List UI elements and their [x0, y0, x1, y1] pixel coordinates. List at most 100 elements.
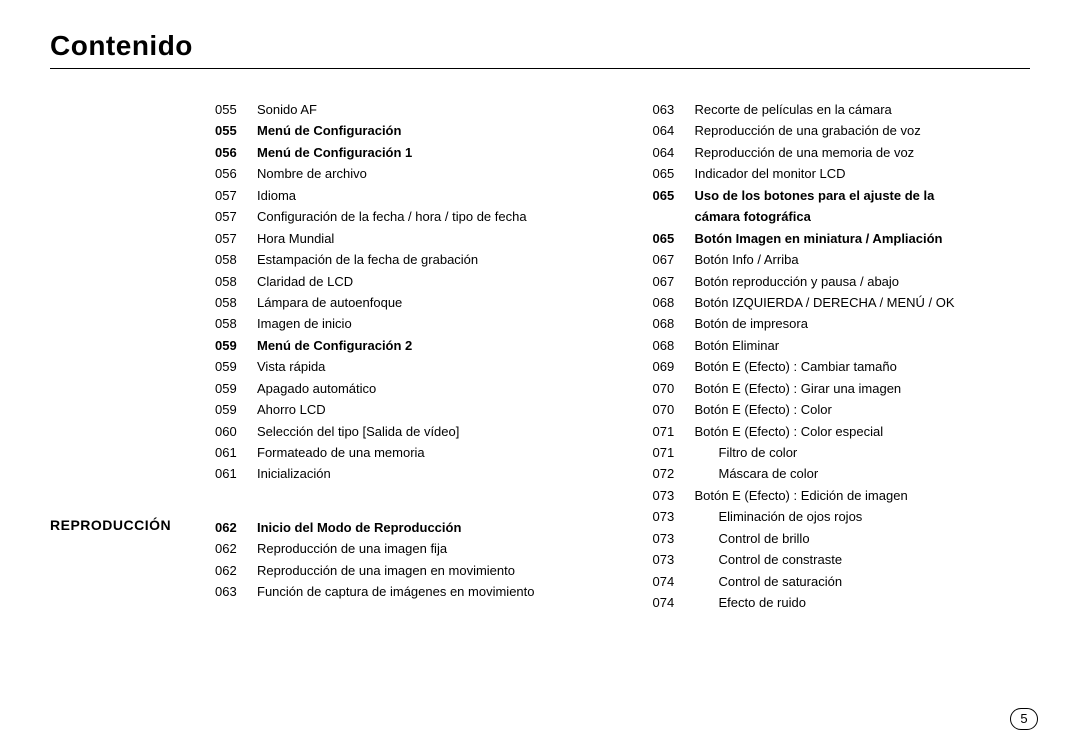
- toc-label: Sonido AF: [257, 99, 317, 120]
- toc-label: Nombre de archivo: [257, 163, 367, 184]
- toc-page: 073: [653, 528, 695, 549]
- toc-label: Control de brillo: [695, 528, 810, 549]
- toc-page: 064: [653, 142, 695, 163]
- toc-label: Apagado automático: [257, 378, 376, 399]
- toc-entry: 067Botón reproducción y pausa / abajo: [653, 271, 1031, 292]
- toc-page: 059: [215, 356, 257, 377]
- toc-label: Botón reproducción y pausa / abajo: [695, 271, 900, 292]
- toc-entry: 055Sonido AF: [215, 99, 593, 120]
- toc-entry: 057Hora Mundial: [215, 228, 593, 249]
- toc-label: Eliminación de ojos rojos: [695, 506, 863, 527]
- toc-page: 065: [653, 163, 695, 184]
- toc-page: 062: [215, 538, 257, 559]
- toc-label: Filtro de color: [695, 442, 798, 463]
- toc-entry: 065Indicador del monitor LCD: [653, 163, 1031, 184]
- toc-page: 065: [653, 185, 695, 206]
- toc-entry: cámara fotográfica: [653, 206, 1031, 227]
- toc-page: 074: [653, 592, 695, 613]
- toc-page: 060: [215, 421, 257, 442]
- toc-page: 061: [215, 463, 257, 484]
- toc-entry: 069Botón E (Efecto) : Cambiar tamaño: [653, 356, 1031, 377]
- toc-entry: 058Estampación de la fecha de grabación: [215, 249, 593, 270]
- toc-label: Configuración de la fecha / hora / tipo …: [257, 206, 527, 227]
- toc-label: Lámpara de autoenfoque: [257, 292, 402, 313]
- toc-page: 057: [215, 206, 257, 227]
- toc-entry: 063Recorte de películas en la cámara: [653, 99, 1031, 120]
- toc-entry: 059Menú de Configuración 2: [215, 335, 593, 356]
- toc-page: 071: [653, 442, 695, 463]
- toc-entry: 055Menú de Configuración: [215, 120, 593, 141]
- toc-label: Claridad de LCD: [257, 271, 353, 292]
- toc-entry: 058Claridad de LCD: [215, 271, 593, 292]
- toc-label: Botón IZQUIERDA / DERECHA / MENÚ / OK: [695, 292, 955, 313]
- toc-entry: 074Control de saturación: [653, 571, 1031, 592]
- toc-label: Botón E (Efecto) : Color: [695, 399, 832, 420]
- toc-label: Hora Mundial: [257, 228, 334, 249]
- toc-entry: 070Botón E (Efecto) : Girar una imagen: [653, 378, 1031, 399]
- toc-page: 055: [215, 99, 257, 120]
- toc-label: Botón E (Efecto) : Girar una imagen: [695, 378, 902, 399]
- toc-page: 057: [215, 228, 257, 249]
- toc-label: Imagen de inicio: [257, 313, 352, 334]
- toc-page: 072: [653, 463, 695, 484]
- toc-label: Recorte de películas en la cámara: [695, 99, 892, 120]
- toc-label: Idioma: [257, 185, 296, 206]
- toc-page: 070: [653, 378, 695, 399]
- right-column: 063Recorte de películas en la cámara064R…: [653, 99, 1031, 614]
- toc-entry: 071Filtro de color: [653, 442, 1031, 463]
- toc-entry: 072Máscara de color: [653, 463, 1031, 484]
- toc-entry: 057Idioma: [215, 185, 593, 206]
- toc-page: 062: [215, 560, 257, 581]
- toc-page: 067: [653, 249, 695, 270]
- toc-label: Control de saturación: [695, 571, 843, 592]
- toc-label: Uso de los botones para el ajuste de la: [695, 185, 935, 206]
- toc-page: 071: [653, 421, 695, 442]
- toc-entry: 065Uso de los botones para el ajuste de …: [653, 185, 1031, 206]
- toc-label: Botón E (Efecto) : Color especial: [695, 421, 884, 442]
- toc-page: 073: [653, 549, 695, 570]
- toc-page: 059: [215, 378, 257, 399]
- reproduccion-block: REPRODUCCIÓN 062Inicio del Modo de Repro…: [215, 517, 593, 603]
- toc-label: Indicador del monitor LCD: [695, 163, 846, 184]
- toc-label: Inicialización: [257, 463, 331, 484]
- toc-page: 074: [653, 571, 695, 592]
- toc-label: Efecto de ruido: [695, 592, 806, 613]
- toc-label: Inicio del Modo de Reproducción: [257, 517, 461, 538]
- content-area: 055Sonido AF055Menú de Configuración 056M…: [50, 99, 1030, 614]
- toc-page: 056: [215, 163, 257, 184]
- section-heading: REPRODUCCIÓN: [50, 517, 171, 533]
- toc-page: 069: [653, 356, 695, 377]
- toc-entry: 061Formateado de una memoria: [215, 442, 593, 463]
- toc-label: Selección del tipo [Salida de vídeo]: [257, 421, 459, 442]
- toc-entry: 068Botón de impresora: [653, 313, 1031, 334]
- toc-page: 059: [215, 399, 257, 420]
- toc-entry: 073Botón E (Efecto) : Edición de imagen: [653, 485, 1031, 506]
- toc-label: Estampación de la fecha de grabación: [257, 249, 478, 270]
- toc-entry: 064Reproducción de una memoria de voz: [653, 142, 1031, 163]
- toc-page: 068: [653, 292, 695, 313]
- toc-page: 070: [653, 399, 695, 420]
- toc-label: Ahorro LCD: [257, 399, 326, 420]
- toc-page: 068: [653, 313, 695, 334]
- toc-entry: 056Nombre de archivo: [215, 163, 593, 184]
- toc-entry: 073Control de brillo: [653, 528, 1031, 549]
- toc-entry: 065Botón Imagen en miniatura / Ampliació…: [653, 228, 1031, 249]
- toc-label: cámara fotográfica: [695, 206, 811, 227]
- toc-entry: 057Configuración de la fecha / hora / ti…: [215, 206, 593, 227]
- toc-label: Botón Eliminar: [695, 335, 780, 356]
- toc-page: 058: [215, 313, 257, 334]
- toc-label: Formateado de una memoria: [257, 442, 425, 463]
- toc-page: 061: [215, 442, 257, 463]
- toc-entry: 062Reproducción de una imagen en movimie…: [215, 560, 593, 581]
- toc-label: Reproducción de una imagen en movimiento: [257, 560, 515, 581]
- toc-page: 073: [653, 485, 695, 506]
- left-block-1: 055Sonido AF055Menú de Configuración 056M…: [215, 99, 593, 485]
- toc-page: 073: [653, 506, 695, 527]
- toc-label: Menú de Configuración 1: [257, 142, 412, 163]
- toc-page: 068: [653, 335, 695, 356]
- toc-entry: 062Reproducción de una imagen fija: [215, 538, 593, 559]
- toc-label: Botón Imagen en miniatura / Ampliación: [695, 228, 943, 249]
- toc-page: [653, 206, 695, 227]
- toc-label: Botón de impresora: [695, 313, 808, 334]
- toc-entry: 064Reproducción de una grabación de voz: [653, 120, 1031, 141]
